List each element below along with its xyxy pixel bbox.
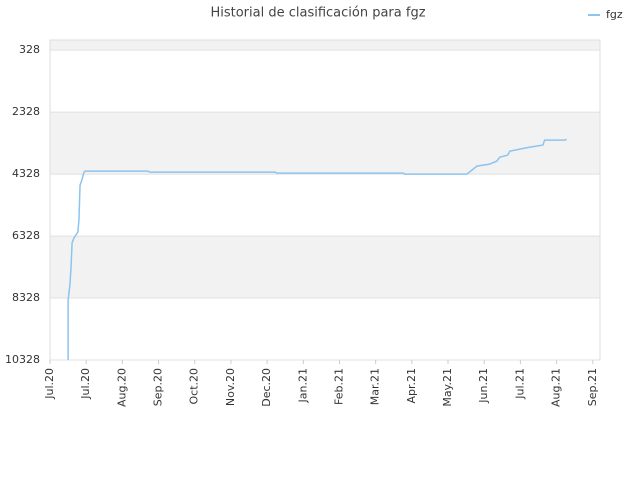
x-tick-label: Oct.20 xyxy=(188,368,201,405)
chart-title: Historial de clasificación para fgz xyxy=(210,6,425,21)
x-tick-label: Sep.20 xyxy=(152,368,165,406)
x-tick-label: May.21 xyxy=(441,368,454,407)
x-tick-label: Jul.21 xyxy=(513,368,526,400)
legend-label: fgz xyxy=(606,8,623,21)
x-tick-label: Jul.20 xyxy=(43,368,56,400)
y-tick-label: 4328 xyxy=(12,167,40,180)
x-tick-label: Jan.21 xyxy=(296,368,309,403)
x-tick-label: Aug.21 xyxy=(550,368,563,407)
x-tick-label: Feb.21 xyxy=(332,368,345,405)
plot-band xyxy=(50,40,600,51)
x-tick-label: Nov.20 xyxy=(224,368,237,406)
y-tick-label: 2328 xyxy=(12,105,40,118)
y-tick-label: 328 xyxy=(19,43,40,56)
x-tick-label: Apr.21 xyxy=(405,368,418,404)
x-tick-label: Sep.21 xyxy=(586,368,599,406)
plot-frame xyxy=(49,39,601,361)
x-tick-label: Dec.20 xyxy=(260,368,273,407)
plot-band xyxy=(50,112,600,175)
x-tick-label: Jun.21 xyxy=(477,368,490,404)
y-tick-label: 10328 xyxy=(5,353,40,366)
plot-band xyxy=(50,236,600,299)
line-series xyxy=(67,138,568,360)
y-tick-label: 8328 xyxy=(12,291,40,304)
x-tick-label: Aug.20 xyxy=(115,368,128,407)
x-tick-label: Jul.20 xyxy=(79,368,92,400)
x-tick-label: Mar.21 xyxy=(369,368,382,405)
y-tick-label: 6328 xyxy=(12,229,40,242)
